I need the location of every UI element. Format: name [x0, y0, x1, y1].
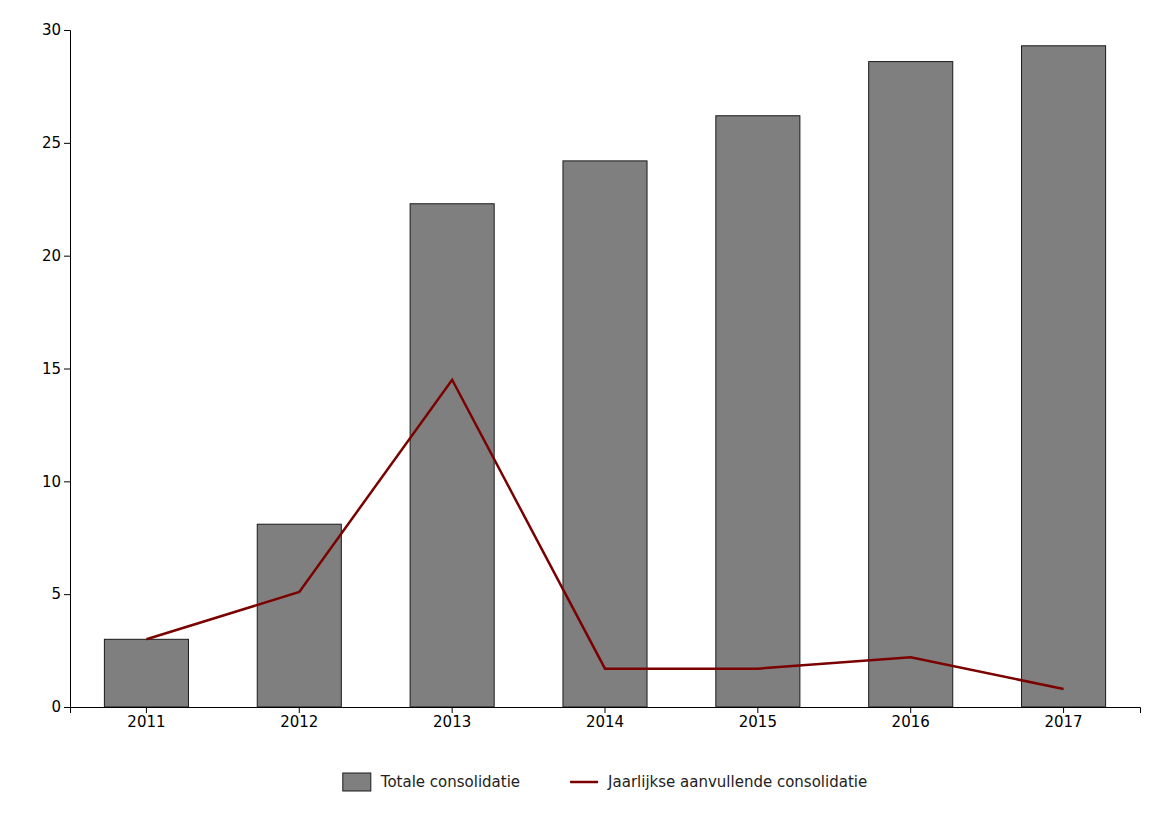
- tick-mark: [64, 707, 70, 708]
- y-tick: 10: [42, 473, 70, 491]
- tick-label: 25: [42, 134, 61, 152]
- legend-label: Jaarlijkse aanvullende consolidatie: [607, 773, 867, 791]
- y-tick: 5: [51, 585, 70, 603]
- x-tick: 2013: [433, 707, 471, 731]
- x-tick: 2017: [1044, 707, 1082, 731]
- tick-label: 10: [42, 473, 61, 491]
- x-tick: 2016: [892, 707, 930, 731]
- tick-label: 2017: [1044, 713, 1082, 731]
- tick-mark: [64, 30, 70, 31]
- tick-label: 2015: [739, 713, 777, 731]
- x-axis: 2011 2012 2013 2014 2015 2016 2017: [71, 707, 1141, 731]
- legend-swatch: [570, 781, 598, 784]
- x-tick: 2012: [280, 707, 318, 731]
- legend: Totale consolidatie Jaarlijkse aanvullend…: [343, 773, 867, 791]
- bar: [410, 204, 494, 707]
- tick-label: 2013: [433, 713, 471, 731]
- plot: 2011 2012 2013 2014 2015 2016 2017 0 5 10 15 20 25 30: [42, 21, 1141, 730]
- tick-label: 20: [42, 247, 61, 265]
- tick-mark: [64, 256, 70, 257]
- axis-line: [64, 31, 71, 708]
- tick-label: 2012: [280, 713, 318, 731]
- legend-swatch: [343, 773, 371, 791]
- line: [146, 380, 1063, 689]
- y-axis: 0 5 10 15 20 25 30: [42, 21, 71, 716]
- y-tick: 30: [42, 21, 70, 39]
- tick-label: 5: [51, 585, 61, 603]
- y-tick: 0: [51, 698, 70, 716]
- tick-mark: [64, 369, 70, 370]
- y-tick: 20: [42, 247, 70, 265]
- x-tick: 2015: [739, 707, 777, 731]
- bar: [869, 62, 953, 707]
- tick-mark: [64, 143, 70, 144]
- marks: [104, 46, 1105, 707]
- bar: [1022, 46, 1106, 707]
- x-tick: 2011: [127, 707, 165, 731]
- tick-label: 15: [42, 360, 61, 378]
- legend-label: Totale consolidatie: [380, 773, 520, 791]
- legend-item: Totale consolidatie: [343, 773, 520, 791]
- tick-mark: [64, 594, 70, 595]
- tick-label: 30: [42, 21, 61, 39]
- x-tick: 2014: [586, 707, 624, 731]
- chart: 2011 2012 2013 2014 2015 2016 2017 0 5 10 15 20 25 30…: [0, 0, 1170, 827]
- tick-label: 0: [51, 698, 61, 716]
- bar-series: [104, 46, 1105, 707]
- tick-label: 2011: [127, 713, 165, 731]
- legend-item: Jaarlijkse aanvullende consolidatie: [570, 773, 867, 791]
- bar: [104, 639, 188, 707]
- bar: [563, 161, 647, 707]
- tick-label: 2016: [892, 713, 930, 731]
- y-tick: 25: [42, 134, 70, 152]
- tick-mark: [64, 481, 70, 482]
- y-tick: 15: [42, 360, 70, 378]
- tick-label: 2014: [586, 713, 624, 731]
- bar: [716, 116, 800, 707]
